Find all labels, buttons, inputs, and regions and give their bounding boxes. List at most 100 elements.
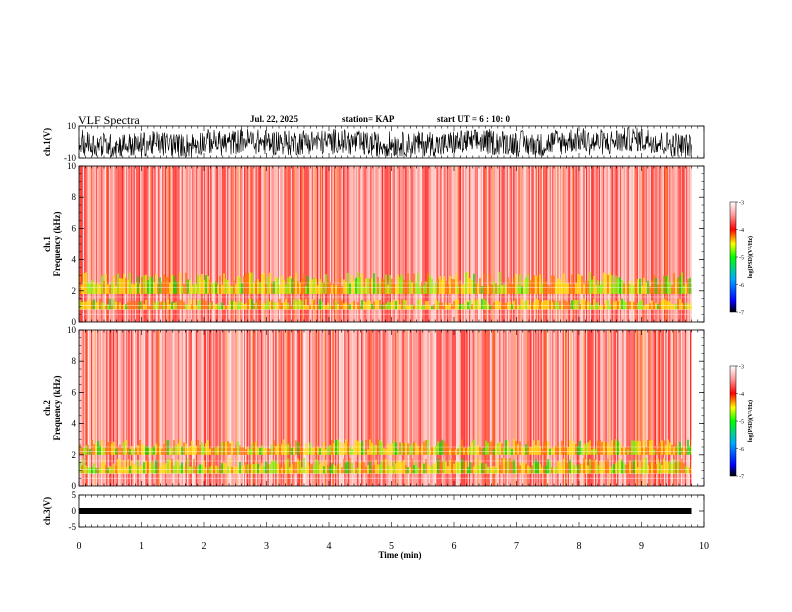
spectrogram-stripe bbox=[288, 166, 290, 322]
emission-band-cell bbox=[107, 467, 109, 474]
spectrogram-stripe bbox=[306, 330, 308, 486]
emission-band-cell bbox=[517, 304, 519, 310]
emission-band-cell bbox=[281, 467, 283, 474]
spectrogram-stripe bbox=[595, 166, 597, 322]
spectrogram-stripe bbox=[248, 166, 250, 322]
emission-band-cell bbox=[269, 272, 271, 294]
emission-band-cell bbox=[245, 462, 247, 474]
spectrogram-stripe bbox=[640, 166, 642, 322]
emission-band-cell bbox=[343, 303, 345, 310]
spectrogram-stripe bbox=[582, 330, 584, 486]
emission-band-cell bbox=[403, 443, 405, 455]
spectrogram-stripe bbox=[209, 330, 211, 486]
sferic-line bbox=[279, 166, 280, 322]
spectrogram-stripe bbox=[414, 166, 416, 322]
spectrogram-stripe bbox=[552, 166, 554, 322]
emission-band-cell bbox=[277, 443, 279, 455]
emission-band-cell bbox=[119, 459, 121, 474]
emission-band-cell bbox=[581, 299, 583, 310]
emission-band-cell bbox=[195, 305, 197, 310]
emission-band-cell bbox=[611, 298, 613, 310]
emission-band-cell bbox=[421, 463, 423, 474]
emission-band-cell bbox=[531, 446, 533, 455]
spectrogram-stripe bbox=[491, 330, 493, 486]
spectrogram-stripe bbox=[350, 166, 352, 322]
emission-band-cell bbox=[159, 467, 161, 474]
emission-band-cell bbox=[533, 462, 535, 474]
spectrogram-stripe bbox=[189, 166, 191, 322]
emission-band-cell bbox=[265, 284, 267, 294]
emission-band-cell bbox=[613, 302, 615, 310]
spectrogram-stripe bbox=[605, 330, 607, 486]
emission-band-cell bbox=[457, 285, 459, 294]
emission-band-cell bbox=[361, 273, 363, 294]
emission-band-cell bbox=[371, 303, 373, 310]
spectrogram-stripe bbox=[323, 330, 325, 486]
spectrogram-stripe bbox=[316, 166, 319, 322]
spectrogram-stripe bbox=[597, 166, 599, 322]
spectrogram-stripe bbox=[352, 330, 354, 486]
emission-band-cell bbox=[575, 444, 577, 455]
spectrogram-stripe bbox=[606, 330, 608, 486]
emission-band-cell bbox=[361, 300, 363, 310]
spectrogram-stripe bbox=[660, 330, 662, 486]
emission-band-cell bbox=[463, 447, 465, 455]
spectrogram-stripe bbox=[560, 166, 562, 322]
spectrogram-stripe bbox=[682, 330, 684, 486]
emission-band-cell bbox=[217, 284, 219, 294]
spectrogram-stripe bbox=[588, 330, 590, 486]
spectrogram-stripe bbox=[189, 330, 191, 486]
spectrogram-stripe bbox=[690, 330, 692, 486]
emission-band-cell bbox=[257, 279, 259, 294]
emission-band-cell bbox=[303, 305, 305, 310]
emission-band-cell bbox=[285, 445, 287, 455]
spectrogram-stripe bbox=[190, 166, 192, 322]
emission-band-cell bbox=[389, 460, 391, 474]
emission-band-cell bbox=[291, 278, 293, 294]
spectrogram-stripe bbox=[674, 330, 676, 486]
spectrogram-stripe bbox=[398, 330, 400, 486]
spectrogram-stripe bbox=[227, 166, 229, 322]
emission-band-cell bbox=[405, 442, 407, 455]
emission-band-cell bbox=[593, 299, 595, 310]
emission-band-cell bbox=[443, 276, 445, 294]
spectrogram-stripe bbox=[469, 166, 471, 322]
spectrogram-stripe bbox=[453, 330, 455, 486]
emission-band-cell bbox=[91, 300, 93, 310]
emission-band-cell bbox=[507, 302, 509, 310]
emission-band-cell bbox=[213, 459, 215, 474]
emission-band-cell bbox=[501, 305, 503, 310]
emission-band-cell bbox=[633, 459, 635, 474]
spectrogram-stripe bbox=[604, 166, 606, 322]
spectrogram-stripe bbox=[452, 166, 454, 322]
emission-band-cell bbox=[583, 284, 585, 294]
spectrogram-stripe bbox=[669, 166, 671, 322]
emission-band-cell bbox=[427, 464, 429, 474]
spectrogram-stripe bbox=[639, 166, 641, 322]
emission-band-cell bbox=[679, 460, 681, 474]
spectrogram-stripe bbox=[128, 166, 130, 322]
spectrogram-stripe bbox=[409, 330, 411, 486]
spectrogram-stripe bbox=[158, 166, 160, 322]
emission-band-cell bbox=[103, 458, 105, 474]
emission-band-cell bbox=[371, 442, 373, 455]
emission-band-cell bbox=[655, 463, 657, 474]
emission-band-cell bbox=[307, 275, 309, 294]
emission-band-cell bbox=[143, 462, 145, 474]
emission-band-cell bbox=[149, 462, 151, 474]
emission-band-cell bbox=[673, 459, 675, 474]
spectrogram-stripe bbox=[444, 166, 446, 322]
spectrogram-stripe bbox=[471, 166, 473, 322]
spectrogram-stripe bbox=[211, 330, 213, 486]
spectrogram-stripe bbox=[640, 330, 642, 486]
emission-band-cell bbox=[569, 459, 571, 474]
spectrogram-stripe bbox=[285, 330, 287, 486]
spectrogram-stripe bbox=[405, 330, 407, 486]
emission-band-cell bbox=[121, 467, 123, 474]
spectrogram-stripe bbox=[276, 166, 278, 322]
ch3-wave-ylabel: ch.3(V) bbox=[42, 497, 52, 525]
emission-band-cell bbox=[79, 461, 81, 474]
sferic-line bbox=[600, 166, 602, 322]
emission-band-cell bbox=[381, 460, 383, 474]
emission-band-cell bbox=[583, 458, 585, 474]
